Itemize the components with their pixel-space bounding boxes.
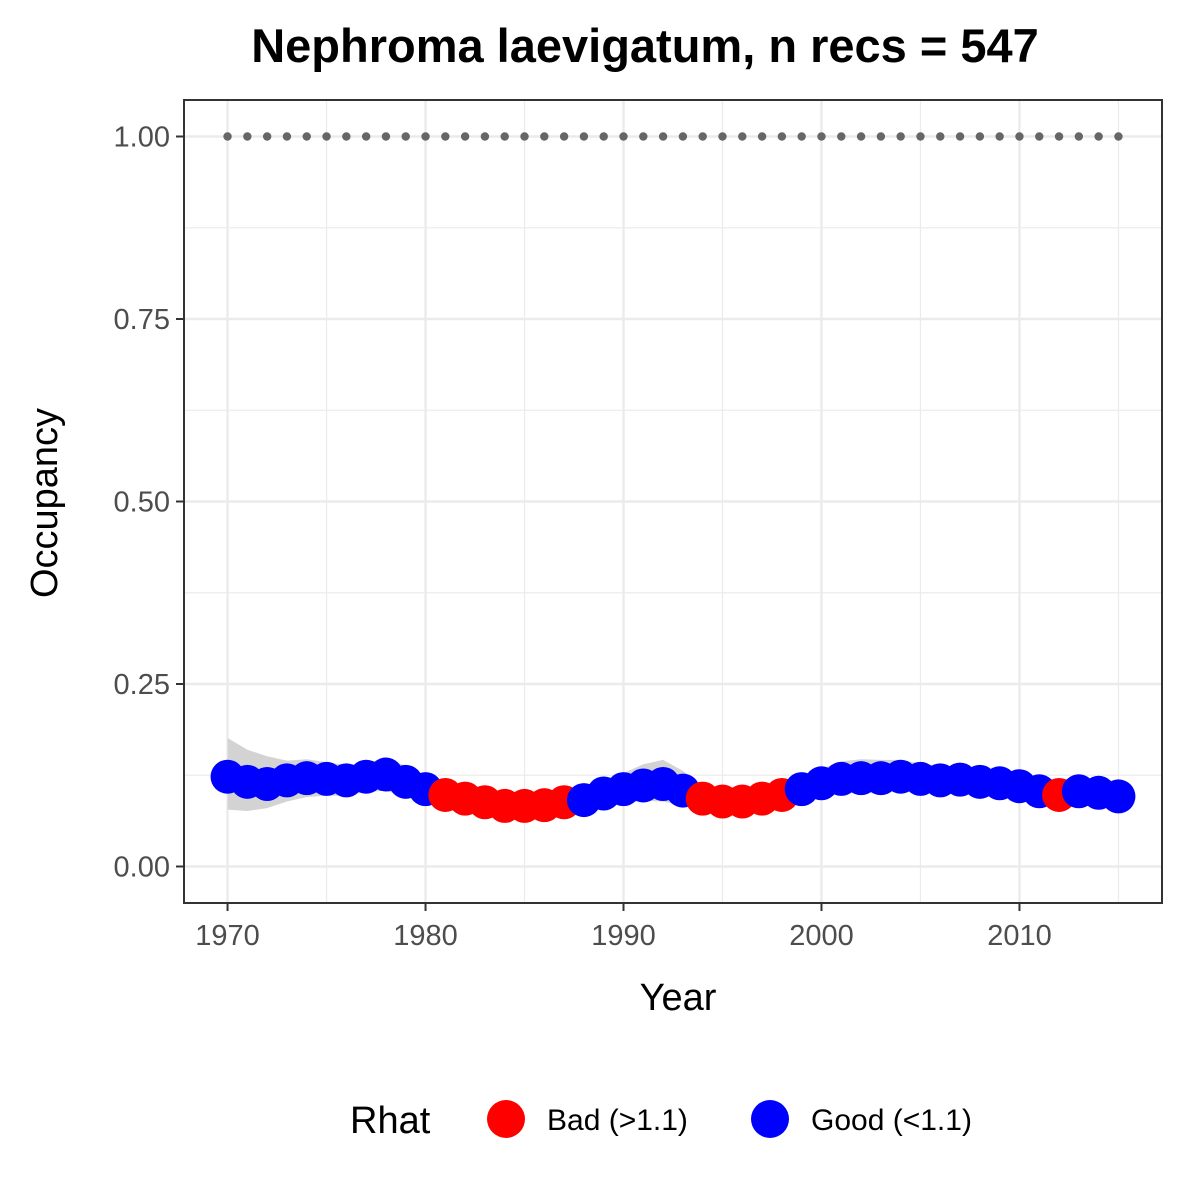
naive-point [1114, 132, 1123, 141]
naive-point [480, 132, 490, 141]
naive-point [738, 132, 747, 141]
naive-point [639, 132, 648, 141]
naive-point [243, 132, 252, 141]
x-tick-label: 2010 [987, 920, 1052, 952]
naive-point [837, 132, 846, 141]
naive-point [579, 132, 589, 141]
naive-point [520, 132, 529, 141]
x-tick-label: 2000 [789, 920, 854, 952]
naive-occupancy-series [223, 132, 1123, 141]
naive-point [282, 132, 292, 141]
y-axis-title: Occupancy [24, 408, 66, 598]
occupancy-points [210, 757, 1136, 823]
naive-point [757, 132, 767, 141]
chart-title: Nephroma laevigatum, n recs = 547 [251, 19, 1039, 72]
naive-point [876, 132, 886, 141]
x-axis-title: Year [640, 977, 717, 1019]
naive-point [1015, 132, 1024, 141]
naive-point [955, 132, 965, 141]
naive-point [936, 132, 945, 141]
naive-point [322, 132, 331, 141]
naive-point [777, 132, 787, 141]
naive-point [975, 132, 985, 141]
naive-point [678, 132, 688, 141]
naive-point [361, 132, 371, 141]
x-tick-label: 1990 [591, 920, 656, 952]
naive-point [540, 132, 549, 141]
naive-point [1035, 132, 1044, 141]
naive-point [718, 132, 727, 141]
legend-label-good: Good (<1.1) [811, 1104, 972, 1137]
naive-point [658, 132, 668, 141]
y-tick-label: 1.00 [114, 122, 170, 154]
naive-point [460, 132, 470, 141]
grid [184, 100, 1162, 903]
naive-point [262, 132, 272, 141]
legend-key-bad [487, 1100, 525, 1138]
x-tick-label: 1970 [195, 920, 260, 952]
naive-point [381, 132, 391, 141]
naive-point [223, 132, 232, 141]
legend-title: Rhat [350, 1100, 431, 1142]
naive-point [896, 132, 905, 141]
x-tick-label: 1980 [393, 920, 458, 952]
naive-point [1054, 132, 1064, 141]
naive-point [401, 132, 410, 141]
naive-point [856, 132, 866, 141]
occupancy-point-good [1101, 779, 1136, 814]
naive-point [421, 132, 430, 141]
legend-label-bad: Bad (>1.1) [547, 1104, 688, 1137]
naive-point [342, 132, 351, 141]
legend-key-good [751, 1100, 789, 1138]
naive-point [559, 132, 569, 141]
legend: Rhat Bad (>1.1) Good (<1.1) [350, 1100, 972, 1142]
naive-point [916, 132, 925, 141]
y-tick-label: 0.00 [114, 852, 170, 884]
naive-point [302, 132, 311, 141]
y-tick-label: 0.75 [114, 304, 170, 336]
naive-point [1074, 132, 1084, 141]
y-tick-label: 0.25 [114, 669, 170, 701]
naive-point [500, 132, 509, 141]
naive-point [817, 132, 826, 141]
naive-point [698, 132, 707, 141]
axes: 0.00 0.25 0.50 0.75 1.00 1970 1980 1990 2000 2010 [114, 122, 1052, 953]
naive-point [441, 132, 450, 141]
naive-point [1094, 132, 1103, 141]
naive-point [797, 132, 806, 141]
naive-point [619, 132, 628, 141]
y-tick-label: 0.50 [114, 487, 170, 519]
naive-point [599, 132, 608, 141]
naive-point [995, 132, 1004, 141]
